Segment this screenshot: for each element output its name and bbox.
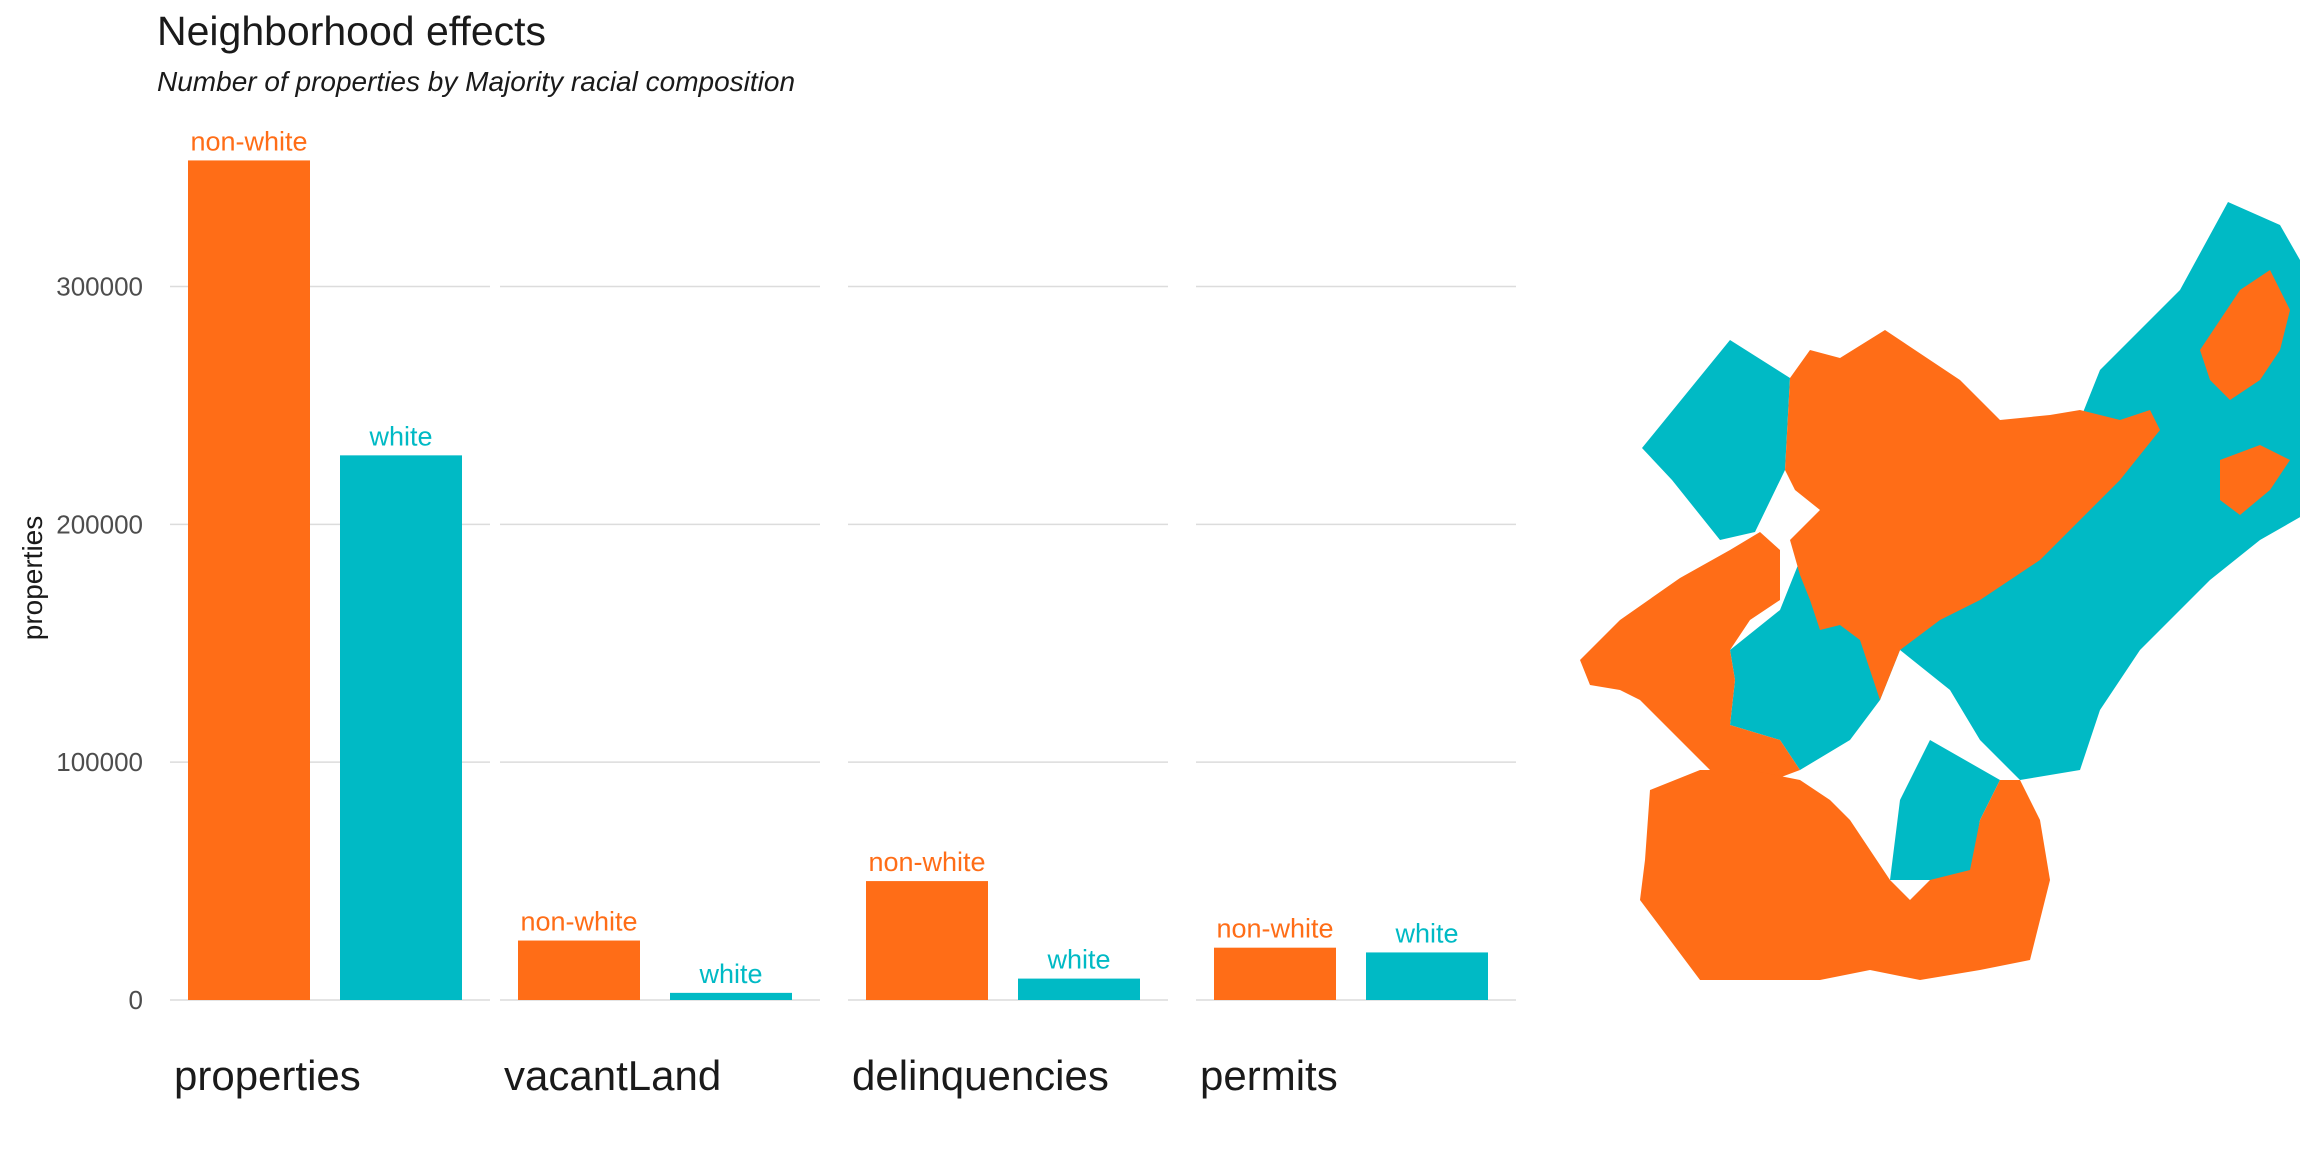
bar-properties-white <box>340 455 462 1001</box>
map-region-white-south <box>1890 740 2000 880</box>
y-tick-label: 0 <box>129 985 143 1015</box>
data-label: non-white <box>190 126 307 156</box>
map-region-white-northwest <box>1642 340 1790 540</box>
map-region-nonwhite-north <box>1785 330 2160 700</box>
data-label: non-white <box>868 847 985 877</box>
facet-label-vacantLand: vacantLand <box>504 1052 721 1099</box>
data-label: white <box>1046 945 1110 975</box>
map-nonwhite-regions <box>1580 270 2290 980</box>
bar-permits-non-white <box>1214 947 1336 1000</box>
facet-label-properties: properties <box>174 1052 361 1099</box>
y-axis: 0 100000 200000 300000 <box>56 271 143 1015</box>
bar-vacantLand-white <box>670 992 792 1000</box>
facet-labels: properties vacantLand delinquencies permits <box>174 1052 1338 1099</box>
map-region-nonwhite-northeast-pocket <box>2200 270 2290 400</box>
facet-label-permits: permits <box>1200 1052 1338 1099</box>
map-region-nonwhite-east-pocket <box>2220 445 2290 515</box>
data-label: white <box>368 421 432 451</box>
chart-title: Neighborhood effects <box>157 8 547 54</box>
bar-delinquencies-non-white <box>866 881 988 1000</box>
neighborhood-map <box>1580 202 2300 980</box>
map-region-nonwhite-south <box>1640 770 2050 980</box>
y-axis-title: properties <box>17 516 48 641</box>
y-tick-label: 200000 <box>56 509 143 539</box>
y-tick-label: 300000 <box>56 271 143 301</box>
bar-permits-white <box>1366 952 1488 1000</box>
bar-vacantLand-non-white <box>518 940 640 1000</box>
y-tick-label: 100000 <box>56 747 143 777</box>
data-labels: non-white white non-white white non-white whi… <box>190 126 1458 988</box>
bar-properties-non-white <box>188 160 310 1000</box>
data-label: white <box>698 959 762 989</box>
data-label: white <box>1394 918 1458 948</box>
bar-delinquencies-white <box>1018 978 1140 1000</box>
data-label: non-white <box>1216 914 1333 944</box>
map-region-nonwhite-west <box>1580 532 1800 785</box>
bars <box>188 160 1488 1001</box>
facet-label-delinquencies: delinquencies <box>852 1052 1109 1099</box>
data-label: non-white <box>520 907 637 937</box>
chart-subtitle: Number of properties by Majority racial … <box>157 66 796 97</box>
